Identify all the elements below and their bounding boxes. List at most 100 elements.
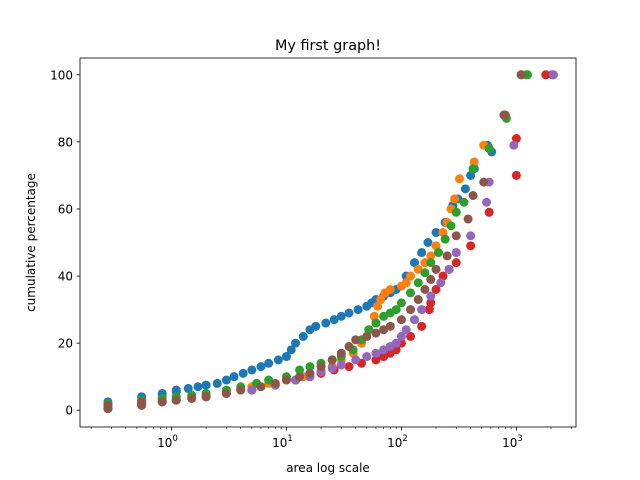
data-point [451,231,461,241]
data-point [451,248,461,258]
data-point [420,284,430,294]
data-point [221,388,231,398]
data-point [171,395,181,405]
data-point [379,345,389,355]
data-point [362,352,372,362]
data-point [440,234,450,244]
data-point [295,365,305,375]
data-point [371,348,381,358]
data-point [264,358,274,368]
data-point [379,325,389,335]
data-point [420,268,430,278]
data-point [406,271,416,281]
data-point [295,372,305,382]
y-tick-label: 80 [58,135,73,149]
data-point [410,258,420,268]
data-point [221,375,231,385]
data-point [541,70,551,80]
data-point [193,382,203,392]
data-point [431,284,441,294]
data-point [444,264,454,274]
y-axis-ticks: 0 20 40 60 80 100 [50,68,80,418]
data-point [433,248,443,258]
data-point [379,352,389,362]
data-point [413,295,423,305]
data-point [371,318,381,328]
data-point [523,70,533,80]
x-tick-label: 101 [272,433,293,450]
data-point [238,368,248,378]
data-point [396,331,406,341]
data-point [426,298,436,308]
data-point [463,214,473,224]
data-point [466,241,476,251]
data-point [336,348,346,358]
data-point [466,231,476,241]
data-point [187,393,197,403]
data-point [327,363,337,373]
y-axis-label: cumulative percentage [24,173,38,312]
data-point [103,400,113,410]
data-point [401,278,411,288]
y-tick-label: 60 [58,202,73,216]
data-point [417,321,427,331]
x-axis-label: area log scale [286,461,370,475]
data-point [351,335,361,345]
data-point [256,382,266,392]
data-point [385,321,395,331]
data-point [451,207,461,217]
data-point [446,221,456,231]
data-point [236,385,246,395]
data-point [256,362,266,372]
data-point [201,392,211,402]
data-point [229,372,239,382]
data-point [327,355,337,365]
data-point [362,331,372,341]
data-point [509,140,519,150]
data-point [344,362,354,372]
data-point [298,331,308,341]
data-point [183,383,193,393]
x-axis-ticks: 100 101 102 103 [90,427,572,450]
data-point [401,325,411,335]
data-point [273,355,283,365]
data-point [305,362,315,372]
data-point [157,397,167,407]
data-point [305,368,315,378]
data-point [336,360,346,370]
data-point [171,385,181,395]
data-point [460,184,470,194]
x-tick-label: 102 [387,433,408,450]
data-point [396,315,406,325]
data-point [468,164,478,174]
data-point [516,70,526,80]
data-point [281,352,291,362]
data-point [137,397,147,407]
data-point [406,305,416,315]
data-points [103,70,558,414]
data-point [413,278,423,288]
y-tick-label: 0 [65,404,73,418]
data-point [451,258,461,268]
data-point [424,305,434,315]
data-point [281,375,291,385]
data-point [373,301,383,311]
y-tick-label: 100 [50,68,73,82]
data-point [351,355,361,365]
data-point [406,288,416,298]
data-point [391,338,401,348]
data-point [391,305,401,315]
data-point [423,238,433,247]
data-point [379,311,389,321]
series-6 [103,70,526,414]
data-point [329,315,339,325]
axes [79,57,577,428]
data-point [385,284,395,294]
data-point [548,70,558,80]
data-point [336,311,346,321]
data-point [371,328,381,338]
data-point [511,170,521,180]
data-point [376,295,386,305]
